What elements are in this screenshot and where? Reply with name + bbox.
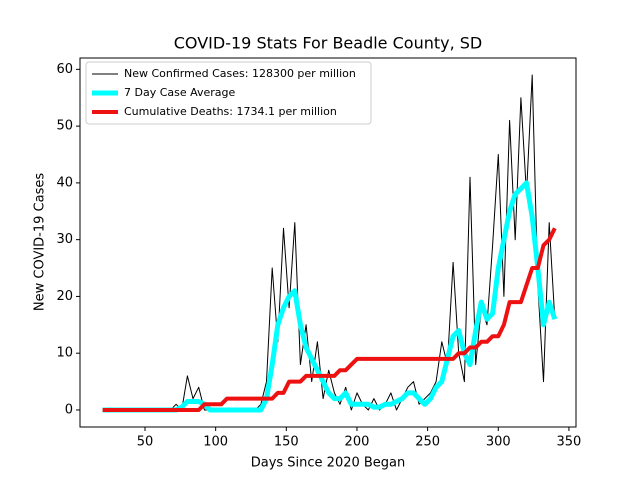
x-tick-label: 250	[415, 435, 440, 450]
x-axis-label: Days Since 2020 Began	[251, 456, 406, 471]
x-tick-label: 50	[137, 435, 154, 450]
x-tick-label: 150	[274, 435, 299, 450]
axes-frame	[79, 57, 577, 428]
y-tick-label: 30	[56, 232, 73, 247]
x-tick-label: 350	[557, 435, 582, 450]
series-line	[102, 227, 557, 412]
x-tick-label: 100	[203, 435, 228, 450]
x-tick-label: 300	[486, 435, 511, 450]
y-tick-label: 20	[56, 289, 73, 304]
y-tick-label: 10	[56, 346, 73, 361]
x-tick-label: 200	[345, 435, 370, 450]
legend: New Confirmed Cases: 128300 per million 7…	[85, 61, 372, 125]
legend-label: New Confirmed Cases: 128300 per million	[124, 67, 356, 80]
chart-title: COVID-19 Stats For Beadle County, SD	[174, 34, 483, 53]
legend-label: Cumulative Deaths: 1734.1 per million	[124, 105, 337, 118]
legend-label: 7 Day Case Average	[124, 86, 236, 99]
y-tick-label: 0	[65, 402, 73, 417]
y-tick-label: 50	[56, 119, 73, 134]
y-tick-label: 60	[56, 62, 73, 77]
legend-box	[85, 61, 372, 125]
y-axis-label: New COVID-19 Cases	[33, 173, 48, 311]
y-tick-label: 40	[56, 175, 73, 190]
series-line	[102, 74, 556, 411]
